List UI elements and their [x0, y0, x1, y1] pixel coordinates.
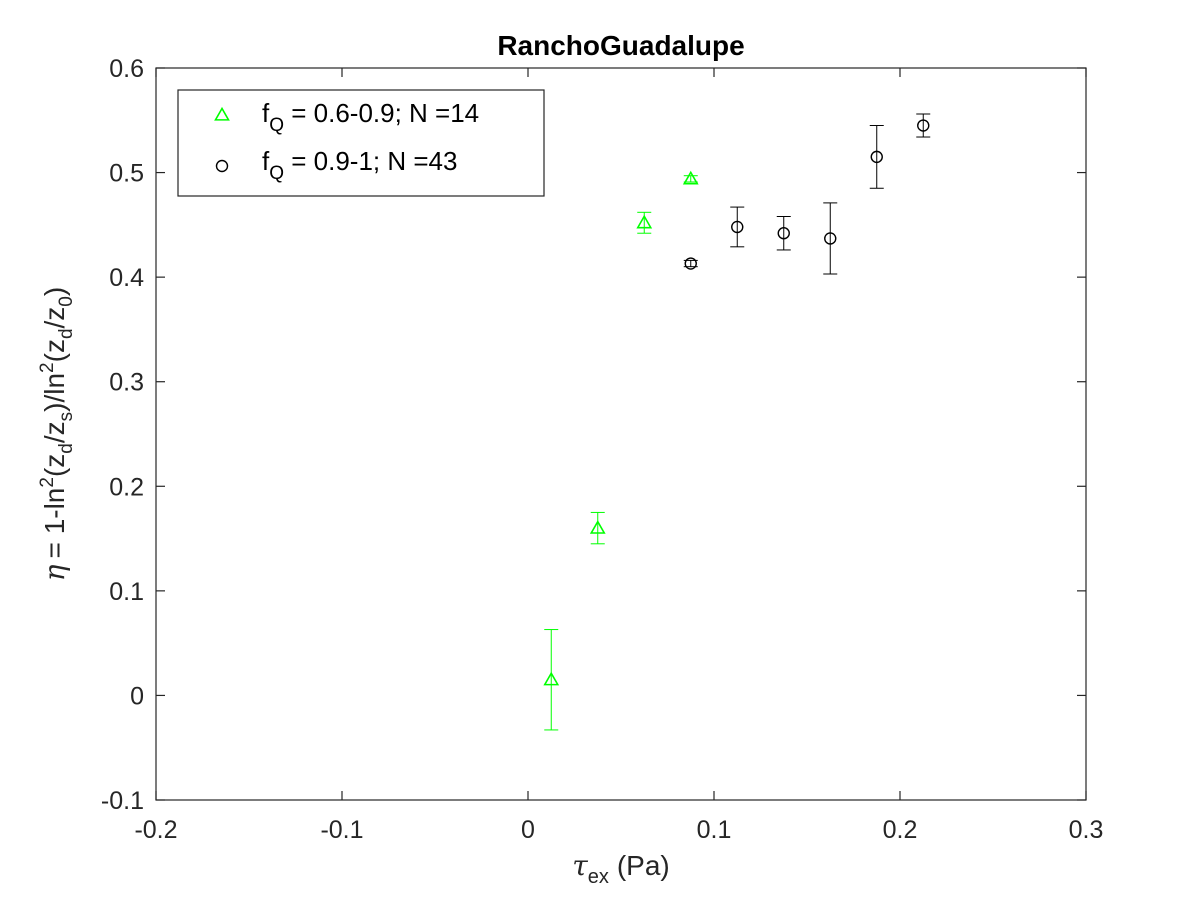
x-tick-label: -0.1	[320, 816, 363, 844]
data-point-circle	[684, 257, 697, 270]
y-label-part: (z	[39, 339, 70, 362]
y-label-sub: s	[56, 412, 77, 422]
legend-entry-prefix: f	[262, 146, 270, 176]
y-label-sup: 2	[37, 477, 58, 488]
data-point-triangle	[543, 671, 560, 686]
x-axis-unit: (Pa)	[617, 850, 670, 881]
data-point-circle	[731, 220, 744, 234]
x-tick-label: -0.2	[134, 816, 177, 844]
legend-entry-text: = 0.6-0.9; N =14	[284, 98, 479, 128]
legend: fQ = 0.6-0.9; N =14 fQ = 0.9-1; N =43	[177, 89, 545, 197]
x-axis-ticks: -0.2 -0.1 0 0.1 0.2 0.3	[134, 68, 1103, 844]
y-axis-symbol: η	[38, 564, 71, 581]
legend-entry-1: fQ = 0.6-0.9; N =14	[262, 98, 479, 136]
data-point-triangle	[589, 520, 606, 534]
y-tick-label: 0.1	[109, 578, 144, 606]
x-tick-label: 0.3	[1069, 816, 1104, 844]
y-label-part: )/ln	[39, 373, 70, 412]
x-axis-label: τex (Pa)	[572, 849, 670, 888]
data-point-circle	[777, 227, 790, 240]
y-tick-label: 0.6	[109, 55, 144, 83]
legend-box	[177, 89, 545, 197]
y-tick-label: 0.4	[109, 264, 144, 292]
data-point-triangle	[682, 170, 699, 185]
x-axis-symbol-sub: ex	[588, 866, 609, 888]
chart-title: RanchoGuadalupe	[497, 30, 744, 61]
y-label-part: (z	[39, 454, 70, 477]
y-tick-label: 0.2	[109, 473, 144, 501]
y-label-part: /z	[39, 307, 70, 329]
legend-entry-2: fQ = 0.9-1; N =43	[262, 146, 457, 184]
legend-entry-text: = 0.9-1; N =43	[284, 146, 457, 176]
legend-marker-triangle	[214, 106, 230, 121]
x-tick-label: 0.1	[697, 816, 732, 844]
data-point-triangle	[636, 214, 653, 229]
y-label-part: )	[39, 287, 70, 296]
data-point-circle	[917, 119, 930, 132]
series-2	[683, 113, 931, 275]
y-label-sub: d	[56, 443, 77, 454]
series-1	[543, 170, 699, 731]
data-point-circle	[824, 232, 837, 245]
x-axis-symbol: τ	[572, 849, 588, 882]
y-label-sub: d	[56, 328, 77, 339]
legend-entry-sub: Q	[269, 115, 284, 136]
y-tick-label: -0.1	[101, 787, 144, 815]
legend-entry-prefix: f	[262, 98, 270, 128]
y-tick-label: 0	[130, 682, 144, 710]
x-tick-label: 0.2	[883, 816, 918, 844]
y-tick-label: 0.3	[109, 369, 144, 397]
y-label-sup: 2	[37, 362, 58, 373]
y-label-part: = 1-ln	[39, 488, 70, 559]
y-label-sub: 0	[56, 296, 77, 307]
data-series	[543, 113, 931, 731]
legend-entry-sub: Q	[269, 163, 284, 184]
legend-circle-icon	[215, 159, 229, 173]
legend-marker-circle	[215, 159, 229, 173]
y-axis-label: η= 1-ln2(zd/zs)/ln2(zd/z0)	[37, 287, 77, 581]
data-point-circle	[870, 150, 883, 164]
x-tick-label: 0	[521, 816, 535, 844]
y-axis-ticks: -0.1 0 0.1 0.2 0.3 0.4 0.5 0.6	[101, 55, 1086, 815]
y-label-part: /z	[39, 421, 70, 443]
y-tick-label: 0.5	[109, 160, 144, 188]
legend-triangle-icon	[214, 106, 230, 121]
